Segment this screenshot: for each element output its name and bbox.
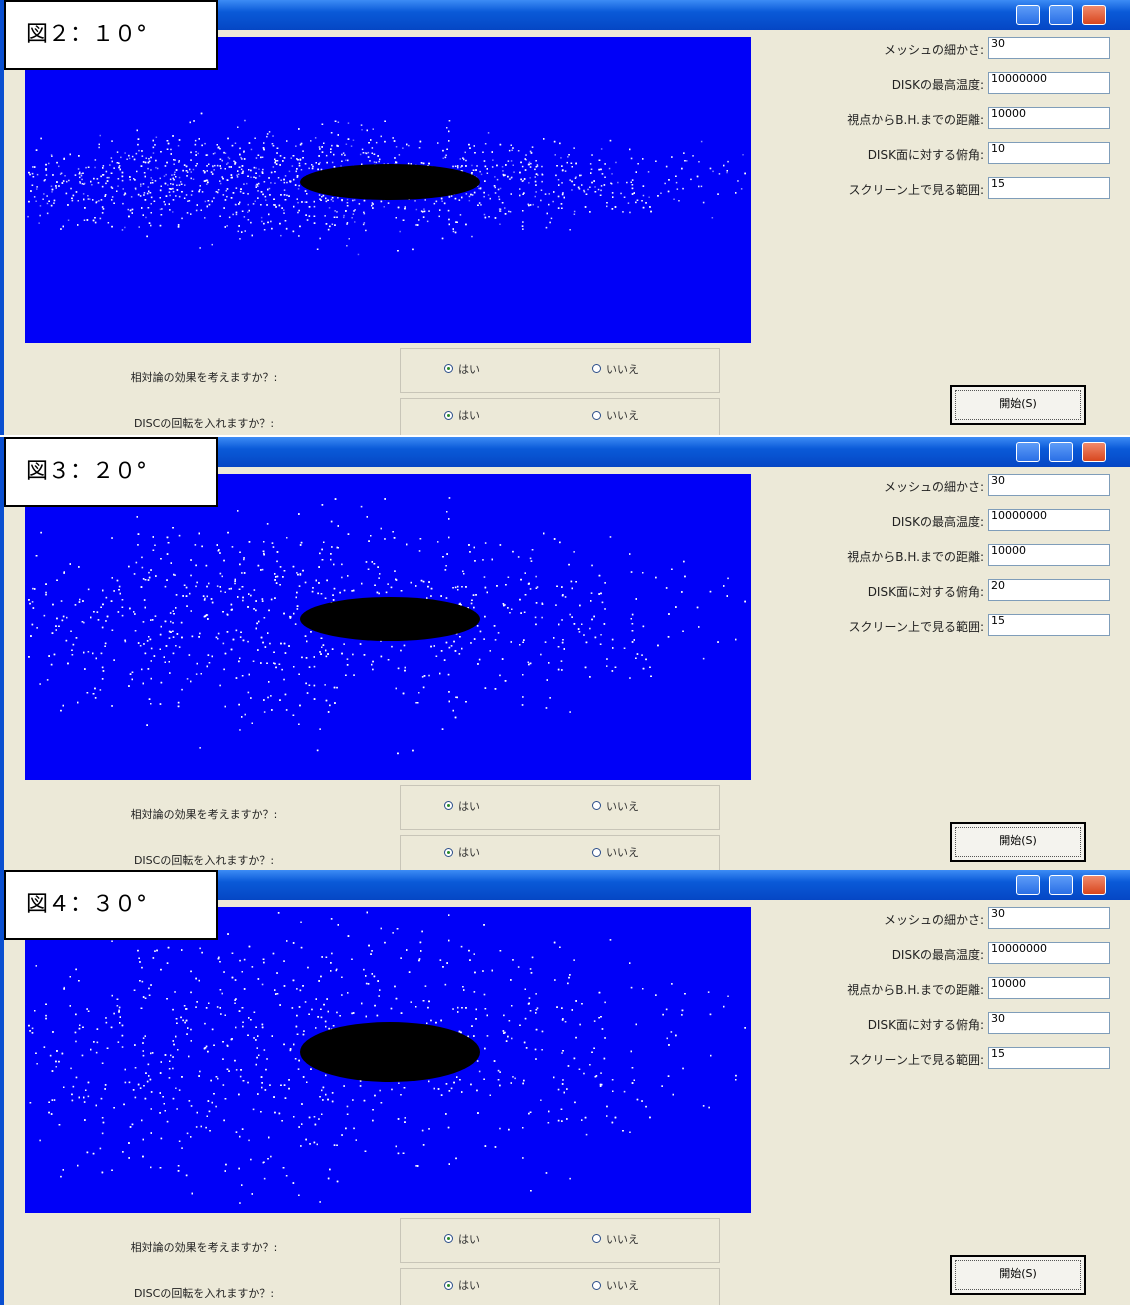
app-window: 図４：３０°メッシュの細かさ:30DISKの最高温度:10000000視点からB… — [0, 870, 1130, 1305]
radio-option[interactable]: いいえ — [592, 407, 639, 423]
close-button[interactable] — [1082, 442, 1106, 462]
field-label: 視点からB.H.までの距離: — [847, 548, 984, 565]
screenshot: 図２：１０°メッシュの細かさ:30DISKの最高温度:10000000視点からB… — [0, 0, 1130, 1305]
field-label: 視点からB.H.までの距離: — [847, 981, 984, 998]
field-label: DISKの最高温度: — [892, 76, 984, 93]
radio-label: いいえ — [606, 1231, 639, 1247]
text-input[interactable]: 15 — [988, 614, 1110, 636]
text-input[interactable]: 10000 — [988, 544, 1110, 566]
text-input[interactable]: 30 — [988, 1012, 1110, 1034]
radio-label: はい — [458, 1231, 480, 1247]
text-input[interactable]: 10000000 — [988, 72, 1110, 94]
field-label: スクリーン上で見る範囲: — [849, 618, 984, 635]
radio-dot — [592, 1234, 601, 1243]
maximize-button[interactable] — [1049, 875, 1073, 895]
text-input[interactable]: 10000000 — [988, 942, 1110, 964]
text-input[interactable]: 10 — [988, 142, 1110, 164]
radio-dot — [592, 364, 601, 373]
start-button[interactable]: 開始(S) — [950, 385, 1086, 425]
radio-dot — [444, 848, 453, 857]
figure-label: 図４：３０° — [4, 870, 218, 940]
field-label: DISK面に対する俯角: — [868, 1016, 984, 1033]
start-button[interactable]: 開始(S) — [950, 1255, 1086, 1295]
text-input[interactable]: 30 — [988, 907, 1110, 929]
radio-option[interactable]: はい — [444, 1277, 480, 1293]
radio-dot — [444, 1281, 453, 1290]
close-button[interactable] — [1082, 5, 1106, 25]
field-label: DISKの最高温度: — [892, 513, 984, 530]
radio-option[interactable]: はい — [444, 844, 480, 860]
field-label: メッシュの細かさ: — [884, 41, 984, 58]
question-label: 相対論の効果を考えますか？: — [54, 369, 354, 385]
close-button[interactable] — [1082, 875, 1106, 895]
radio-label: いいえ — [606, 798, 639, 814]
radio-option[interactable]: はい — [444, 798, 480, 814]
radio-label: はい — [458, 1277, 480, 1293]
radio-option[interactable]: はい — [444, 1231, 480, 1247]
radio-dot — [444, 801, 453, 810]
text-input[interactable]: 20 — [988, 579, 1110, 601]
text-input[interactable]: 15 — [988, 177, 1110, 199]
radio-label: いいえ — [606, 1277, 639, 1293]
text-input[interactable]: 30 — [988, 474, 1110, 496]
radio-dot — [592, 801, 601, 810]
radio-dot — [444, 1234, 453, 1243]
field-label: スクリーン上で見る範囲: — [849, 181, 984, 198]
render-canvas — [25, 474, 751, 780]
radio-option[interactable]: いいえ — [592, 798, 639, 814]
radio-option[interactable]: いいえ — [592, 361, 639, 377]
radio-label: いいえ — [606, 844, 639, 860]
question-label: DISCの回転を入れますか？: — [54, 415, 354, 431]
radio-dot — [444, 364, 453, 373]
radio-label: はい — [458, 844, 480, 860]
field-label: スクリーン上で見る範囲: — [849, 1051, 984, 1068]
field-label: DISK面に対する俯角: — [868, 583, 984, 600]
app-window: 図３：２０° メッシュの細かさ:30DISKの最高温度:10000000視点からB… — [0, 437, 1130, 872]
start-button[interactable]: 開始(S) — [950, 822, 1086, 862]
minimize-button[interactable] — [1016, 5, 1040, 25]
radio-label: はい — [458, 798, 480, 814]
radio-option[interactable]: いいえ — [592, 1231, 639, 1247]
radio-label: いいえ — [606, 407, 639, 423]
field-label: 視点からB.H.までの距離: — [847, 111, 984, 128]
text-input[interactable]: 30 — [988, 37, 1110, 59]
radio-dot — [592, 411, 601, 420]
minimize-button[interactable] — [1016, 875, 1040, 895]
radio-option[interactable]: いいえ — [592, 1277, 639, 1293]
maximize-button[interactable] — [1049, 442, 1073, 462]
maximize-button[interactable] — [1049, 5, 1073, 25]
radio-dot — [592, 848, 601, 857]
radio-label: はい — [458, 361, 480, 377]
render-canvas — [25, 907, 751, 1213]
radio-option[interactable]: はい — [444, 407, 480, 423]
question-label: 相対論の効果を考えますか？: — [54, 1239, 354, 1255]
field-label: DISKの最高温度: — [892, 946, 984, 963]
text-input[interactable]: 10000 — [988, 107, 1110, 129]
question-label: 相対論の効果を考えますか？: — [54, 806, 354, 822]
minimize-button[interactable] — [1016, 442, 1040, 462]
text-input[interactable]: 10000 — [988, 977, 1110, 999]
radio-dot — [592, 1281, 601, 1290]
text-input[interactable]: 15 — [988, 1047, 1110, 1069]
question-label: DISCの回転を入れますか？: — [54, 1285, 354, 1301]
figure-label: 図２：１０° — [4, 0, 218, 70]
field-label: メッシュの細かさ: — [884, 478, 984, 495]
radio-label: いいえ — [606, 361, 639, 377]
field-label: DISK面に対する俯角: — [868, 146, 984, 163]
render-canvas — [25, 37, 751, 343]
field-label: メッシュの細かさ: — [884, 911, 984, 928]
radio-label: はい — [458, 407, 480, 423]
app-window: 図２：１０° メッシュの細かさ:30DISKの最高温度:10000000視点からB… — [0, 0, 1130, 435]
text-input[interactable]: 10000000 — [988, 509, 1110, 531]
radio-option[interactable]: いいえ — [592, 844, 639, 860]
radio-option[interactable]: はい — [444, 361, 480, 377]
radio-dot — [444, 411, 453, 420]
question-label: DISCの回転を入れますか？: — [54, 852, 354, 868]
figure-label: 図３：２０° — [4, 437, 218, 507]
